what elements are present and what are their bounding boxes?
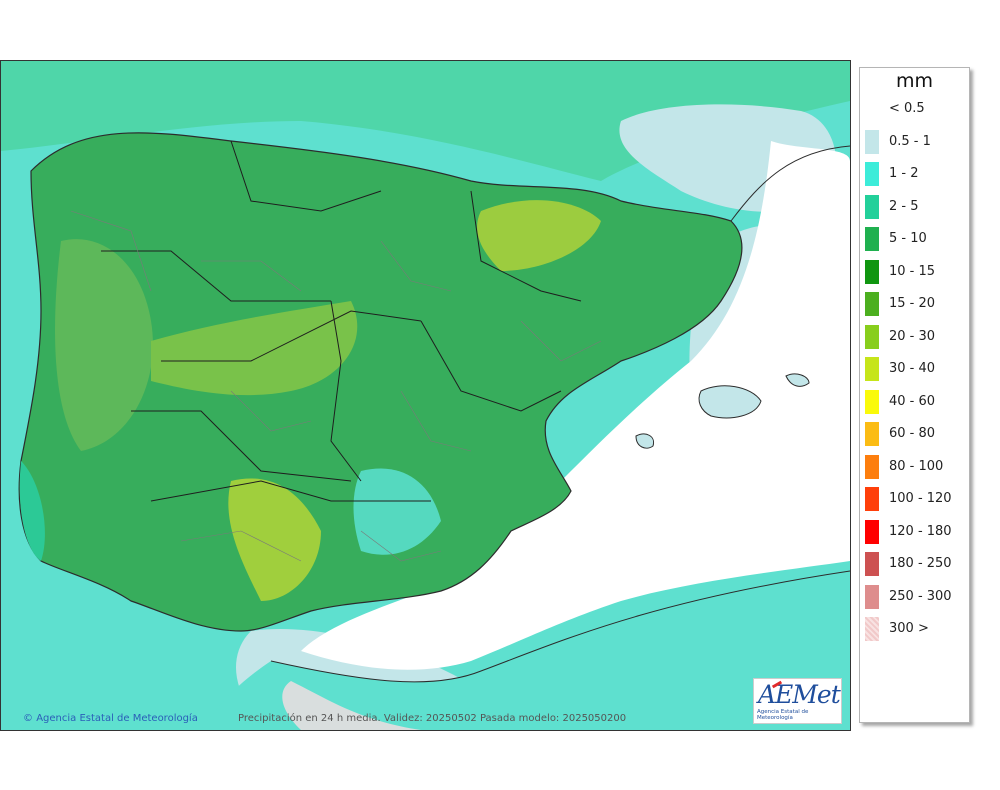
province-borders bbox=[70, 210, 602, 562]
tone-southeast bbox=[353, 468, 441, 555]
legend-swatch bbox=[865, 97, 879, 121]
legend-item: 180 - 250 bbox=[860, 548, 969, 581]
logo-subtitle: Agencia Estatal de Meteorología bbox=[757, 709, 809, 721]
tone-galicia-portugal bbox=[55, 239, 153, 451]
legend-item: 120 - 180 bbox=[860, 516, 969, 549]
legend-swatch bbox=[865, 519, 879, 544]
legend-swatch bbox=[865, 194, 879, 219]
region-borders bbox=[101, 140, 582, 502]
legend-item: 15 - 20 bbox=[860, 288, 969, 321]
legend-label: 250 - 300 bbox=[889, 588, 952, 604]
legend-item: 0.5 - 1 bbox=[860, 126, 969, 159]
legend-label: 40 - 60 bbox=[889, 393, 936, 409]
legend-item: 60 - 80 bbox=[860, 418, 969, 451]
legend-swatch bbox=[865, 389, 879, 414]
legend-item: 5 - 10 bbox=[860, 223, 969, 256]
ibiza bbox=[635, 433, 655, 449]
legend-swatch bbox=[865, 129, 879, 154]
legend-label: 1 - 2 bbox=[889, 166, 919, 181]
legend-swatch bbox=[865, 259, 879, 284]
legend-label: 300 > bbox=[889, 621, 929, 636]
tone-ebro bbox=[477, 200, 601, 271]
legend-item: 80 - 100 bbox=[860, 451, 969, 484]
legend-label: 10 - 15 bbox=[889, 263, 936, 279]
legend-item: 40 - 60 bbox=[860, 386, 969, 419]
dry-patch-africa bbox=[282, 681, 421, 730]
legend-label: 80 - 100 bbox=[889, 458, 944, 474]
copyright-credit: © Agencia Estatal de Meteorología bbox=[23, 713, 198, 724]
legend-item: 2 - 5 bbox=[860, 191, 969, 224]
legend-swatch bbox=[865, 324, 879, 349]
precipitation-legend: mm < 0.5 0.5 - 1 1 - 2 2 - 5 5 - 10 10 - 15 15… bbox=[859, 67, 970, 723]
legend-swatch bbox=[865, 162, 879, 186]
legend-item: 30 - 40 bbox=[860, 353, 969, 386]
legend-swatch bbox=[865, 584, 879, 609]
legend-swatch bbox=[865, 227, 879, 251]
legend-label: 100 - 120 bbox=[889, 491, 952, 506]
tone-central-plateau bbox=[151, 301, 358, 396]
legend-swatch bbox=[865, 487, 879, 511]
legend-label: 15 - 20 bbox=[889, 296, 936, 311]
legend-units: mm bbox=[895, 70, 934, 92]
aemet-logo: AEMet Agencia Estatal de Meteorología bbox=[753, 678, 842, 724]
legend-item: 10 - 15 bbox=[860, 256, 969, 289]
map-caption: Precipitación en 24 h media. Validez: 20… bbox=[238, 713, 627, 724]
map-graphic bbox=[1, 61, 850, 730]
legend-swatch bbox=[865, 454, 879, 479]
precipitation-map: © Agencia Estatal de Meteorología Precip… bbox=[0, 60, 851, 731]
africa-coast bbox=[270, 570, 850, 683]
legend-swatch bbox=[865, 617, 879, 641]
legend-swatch bbox=[865, 357, 879, 381]
legend-label: 180 - 250 bbox=[889, 556, 952, 571]
mallorca bbox=[698, 385, 762, 419]
legend-label: < 0.5 bbox=[889, 101, 925, 116]
legend-item: 100 - 120 bbox=[860, 483, 969, 516]
legend-label: 5 - 10 bbox=[889, 231, 927, 246]
menorca bbox=[785, 373, 810, 387]
tone-southwest-coast bbox=[19, 461, 45, 561]
legend-items: < 0.5 0.5 - 1 1 - 2 2 - 5 5 - 10 10 - 15 15 - … bbox=[860, 93, 969, 646]
legend-label: 0.5 - 1 bbox=[889, 133, 931, 149]
legend-item: < 0.5 bbox=[860, 93, 969, 126]
legend-label: 2 - 5 bbox=[889, 198, 919, 214]
north-africa-coast bbox=[201, 571, 850, 730]
legend-item: 300 > bbox=[860, 613, 969, 646]
credit-text: Agencia Estatal de Meteorología bbox=[36, 713, 198, 724]
legend-label: 60 - 80 bbox=[889, 426, 936, 441]
legend-swatch bbox=[865, 552, 879, 576]
tone-andalusia bbox=[228, 478, 321, 601]
legend-label: 30 - 40 bbox=[889, 361, 936, 376]
legend-swatch bbox=[865, 292, 879, 316]
france-coast bbox=[730, 145, 850, 222]
legend-item: 1 - 2 bbox=[860, 158, 969, 191]
mediterranean-dry-area bbox=[301, 141, 850, 670]
legend-item: 250 - 300 bbox=[860, 581, 969, 614]
logo-wordmark: AEMet bbox=[758, 680, 841, 709]
legend-swatch bbox=[865, 422, 879, 446]
legend-label: 120 - 180 bbox=[889, 523, 952, 539]
legend-item: 20 - 30 bbox=[860, 321, 969, 354]
legend-label: 20 - 30 bbox=[889, 328, 936, 344]
